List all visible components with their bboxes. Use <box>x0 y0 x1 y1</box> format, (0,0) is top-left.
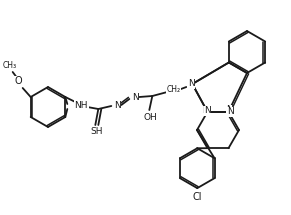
Text: OH: OH <box>143 112 157 121</box>
Text: N: N <box>114 100 121 109</box>
Text: Cl: Cl <box>193 192 202 202</box>
Text: N: N <box>226 105 233 114</box>
Text: N: N <box>227 107 234 116</box>
Text: CH₃: CH₃ <box>3 60 17 69</box>
Text: N: N <box>132 92 139 101</box>
Text: N: N <box>188 80 195 89</box>
Text: N: N <box>204 106 211 115</box>
Text: SH: SH <box>90 127 102 137</box>
Text: NH: NH <box>74 100 88 109</box>
Text: N: N <box>202 106 209 115</box>
Text: CH₂: CH₂ <box>166 86 180 95</box>
Text: O: O <box>15 76 22 86</box>
